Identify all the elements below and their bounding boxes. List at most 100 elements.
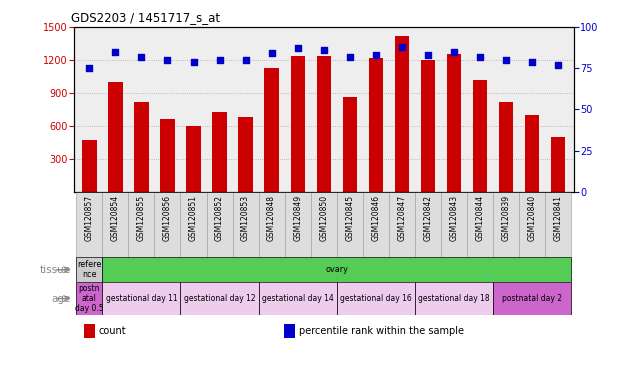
Point [553,62,563,68]
Bar [467,192,493,257]
Text: tissue: tissue [39,265,71,275]
Text: GSM120853: GSM120853 [241,195,250,242]
Text: GSM120840: GSM120840 [528,195,537,242]
Bar [519,192,545,257]
Bar [154,192,181,257]
Bar [103,192,128,257]
Bar [317,56,331,192]
Bar [342,97,357,192]
Bar [258,192,285,257]
Bar [420,60,435,192]
Bar [206,192,233,257]
Bar [82,140,97,192]
Text: GSM120839: GSM120839 [501,195,510,242]
Text: GSM120842: GSM120842 [423,195,433,241]
Bar [551,137,565,192]
Text: GSM120850: GSM120850 [319,195,328,242]
Bar [187,126,201,192]
Bar [103,282,181,315]
Bar [76,192,103,257]
Point [501,57,511,63]
Bar [258,282,337,315]
Bar [108,82,122,192]
Bar [265,68,279,192]
Text: GSM120844: GSM120844 [476,195,485,242]
Bar [181,192,206,257]
Bar [134,102,149,192]
Text: percentile rank within the sample: percentile rank within the sample [299,326,463,336]
Bar [238,117,253,192]
Text: GSM120857: GSM120857 [85,195,94,242]
Text: GSM120851: GSM120851 [189,195,198,241]
Bar [76,257,103,282]
Text: GSM120855: GSM120855 [137,195,146,242]
Text: GSM120854: GSM120854 [111,195,120,242]
Bar [290,56,305,192]
Text: count: count [99,326,126,336]
Bar [493,192,519,257]
Bar [212,112,227,192]
Text: gestational day 16: gestational day 16 [340,294,412,303]
Bar [545,192,571,257]
Point [137,53,147,60]
Point [110,49,121,55]
Point [240,57,251,63]
Text: GSM120856: GSM120856 [163,195,172,242]
Bar [128,192,154,257]
Text: GSM120843: GSM120843 [449,195,458,242]
Text: age: age [51,293,71,304]
Bar [473,80,487,192]
Text: gestational day 18: gestational day 18 [418,294,490,303]
Point [267,50,277,56]
Bar [284,324,295,338]
Bar [389,192,415,257]
Bar [493,282,571,315]
Point [423,52,433,58]
Bar [441,192,467,257]
Text: gestational day 14: gestational day 14 [262,294,333,303]
Text: GDS2203 / 1451717_s_at: GDS2203 / 1451717_s_at [71,11,221,24]
Bar [233,192,258,257]
Bar [369,58,383,192]
Text: GSM120841: GSM120841 [554,195,563,241]
Point [475,53,485,60]
Text: GSM120852: GSM120852 [215,195,224,241]
Text: GSM120847: GSM120847 [397,195,406,242]
Bar [337,192,363,257]
Point [292,45,303,51]
Bar [84,324,95,338]
Bar [499,102,513,192]
Bar [525,115,539,192]
Point [370,52,381,58]
Bar [363,192,389,257]
Bar [311,192,337,257]
Bar [76,282,103,315]
Text: gestational day 12: gestational day 12 [184,294,255,303]
Point [319,47,329,53]
Text: GSM120845: GSM120845 [345,195,354,242]
Text: GSM120849: GSM120849 [293,195,302,242]
Point [84,65,94,71]
Point [162,57,172,63]
Point [527,58,537,65]
Bar [415,192,441,257]
Point [188,58,199,65]
Bar [415,282,493,315]
Text: GSM120846: GSM120846 [371,195,380,242]
Text: ovary: ovary [325,265,348,274]
Text: postn
atal
day 0.5: postn atal day 0.5 [75,284,104,313]
Text: refere
nce: refere nce [77,260,101,280]
Text: gestational day 11: gestational day 11 [106,294,177,303]
Bar [181,282,258,315]
Bar [285,192,311,257]
Bar [337,282,415,315]
Text: postnatal day 2: postnatal day 2 [502,294,562,303]
Point [449,49,459,55]
Text: GSM120848: GSM120848 [267,195,276,241]
Bar [447,55,461,192]
Point [214,57,225,63]
Bar [160,119,174,192]
Point [397,44,407,50]
Bar [395,36,409,192]
Point [345,53,355,60]
